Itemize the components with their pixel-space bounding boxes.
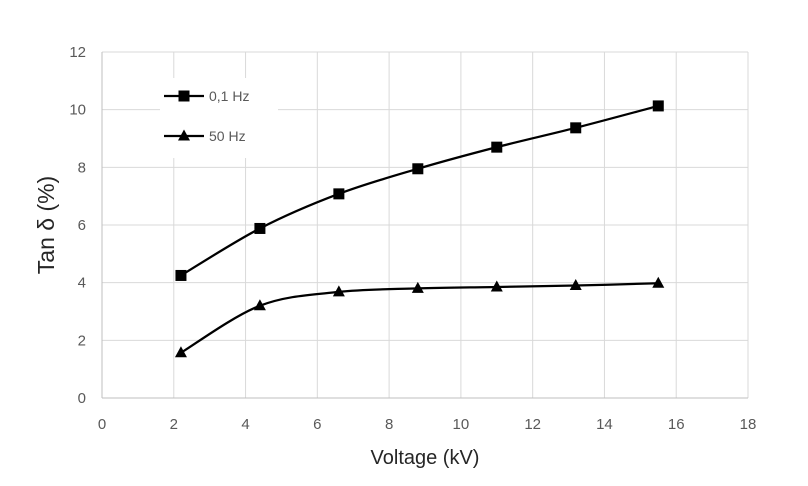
y-tick-label: 12: [69, 44, 86, 61]
x-tick-label: 12: [524, 416, 541, 433]
legend: 0,1 Hz 50 Hz: [160, 78, 278, 158]
triangle-marker: [253, 299, 266, 311]
y-tick-label: 2: [78, 332, 86, 349]
series-line: [180, 282, 659, 354]
triangle-marker: [569, 279, 582, 291]
series-2: [174, 276, 665, 358]
x-tick-label: 18: [740, 416, 757, 433]
triangle-marker: [490, 280, 503, 292]
legend-square-marker: [178, 90, 190, 102]
legend-item: 0,1 Hz: [164, 88, 249, 104]
triangle-marker: [332, 285, 345, 297]
legend-label: 0,1 Hz: [209, 88, 249, 104]
legend-label: 50 Hz: [209, 128, 246, 144]
legend-triangle-marker: [178, 129, 190, 141]
triangle-marker: [652, 276, 665, 288]
triangle-marker: [174, 346, 187, 358]
y-tick-label: 8: [78, 159, 86, 176]
y-tick-label: 10: [69, 102, 86, 119]
x-tick-label: 14: [596, 416, 613, 433]
x-tick-label: 16: [668, 416, 685, 433]
square-marker: [333, 188, 345, 200]
x-axis-title: Voltage (kV): [371, 447, 480, 469]
square-marker: [491, 141, 503, 153]
grid: [102, 51, 749, 398]
series-1: [175, 100, 664, 281]
y-axis-title: Tan δ (%): [33, 176, 59, 274]
x-tick-label: 8: [385, 416, 393, 433]
series-layer: [174, 100, 665, 358]
y-tick-label: 4: [78, 275, 86, 292]
axes: 0 2 4 6 8 10 12 0 2 4 6 8 10 12 14 16 18: [69, 44, 756, 433]
triangle-marker: [411, 281, 424, 293]
square-marker: [412, 163, 424, 175]
x-tick-label: 6: [313, 416, 321, 433]
square-marker: [175, 269, 187, 281]
y-tick-label: 0: [78, 390, 86, 407]
y-tick-label: 6: [78, 217, 86, 234]
square-marker: [570, 122, 582, 134]
square-marker: [652, 100, 664, 112]
x-tick-label: 2: [170, 416, 178, 433]
legend-item: 50 Hz: [164, 128, 246, 144]
square-marker: [254, 222, 266, 234]
x-tick-label: 0: [98, 416, 106, 433]
x-tick-label: 10: [453, 416, 470, 433]
x-tick-label: 4: [241, 416, 249, 433]
